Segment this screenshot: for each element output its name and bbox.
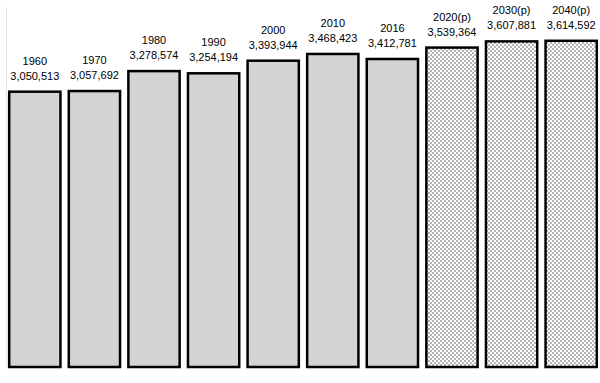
bar xyxy=(486,41,537,367)
bar xyxy=(307,54,358,367)
value-label: 3,278,574 xyxy=(130,49,179,61)
category-label: 1970 xyxy=(82,54,106,66)
bars xyxy=(9,41,597,367)
value-label: 3,607,881 xyxy=(487,19,536,31)
value-label: 3,614,592 xyxy=(547,19,596,31)
bar xyxy=(546,41,597,367)
bar xyxy=(69,91,120,367)
value-label: 3,468,423 xyxy=(308,32,357,44)
category-label: 1960 xyxy=(23,55,47,67)
category-label: 2040(p) xyxy=(552,4,590,16)
value-label: 3,393,944 xyxy=(249,39,298,51)
category-label: 2010 xyxy=(321,17,345,29)
category-label: 1980 xyxy=(142,34,166,46)
bar xyxy=(367,59,418,367)
value-label: 3,254,194 xyxy=(189,51,238,63)
value-label: 3,057,692 xyxy=(70,69,119,81)
category-label: 2016 xyxy=(380,22,404,34)
data-labels: 1960 1970 1980 1990 2000 2010 2016 2020(p) 2030(… xyxy=(10,4,595,82)
bar xyxy=(426,48,477,367)
bar xyxy=(188,73,239,367)
category-label: 1990 xyxy=(201,36,225,48)
value-label: 3,539,364 xyxy=(428,26,477,38)
chart: 1960 1970 1980 1990 2000 2010 2016 2020(p) 2030(… xyxy=(0,0,600,383)
bar xyxy=(248,61,299,367)
bar xyxy=(9,92,60,367)
y-axis xyxy=(6,7,7,368)
y-axis-line xyxy=(6,7,7,368)
bar xyxy=(128,71,179,367)
category-label: 2030(p) xyxy=(493,4,531,16)
value-label: 3,050,513 xyxy=(10,70,59,82)
category-label: 2000 xyxy=(261,24,285,36)
value-label: 3,412,781 xyxy=(368,37,417,49)
category-label: 2020(p) xyxy=(433,11,471,23)
